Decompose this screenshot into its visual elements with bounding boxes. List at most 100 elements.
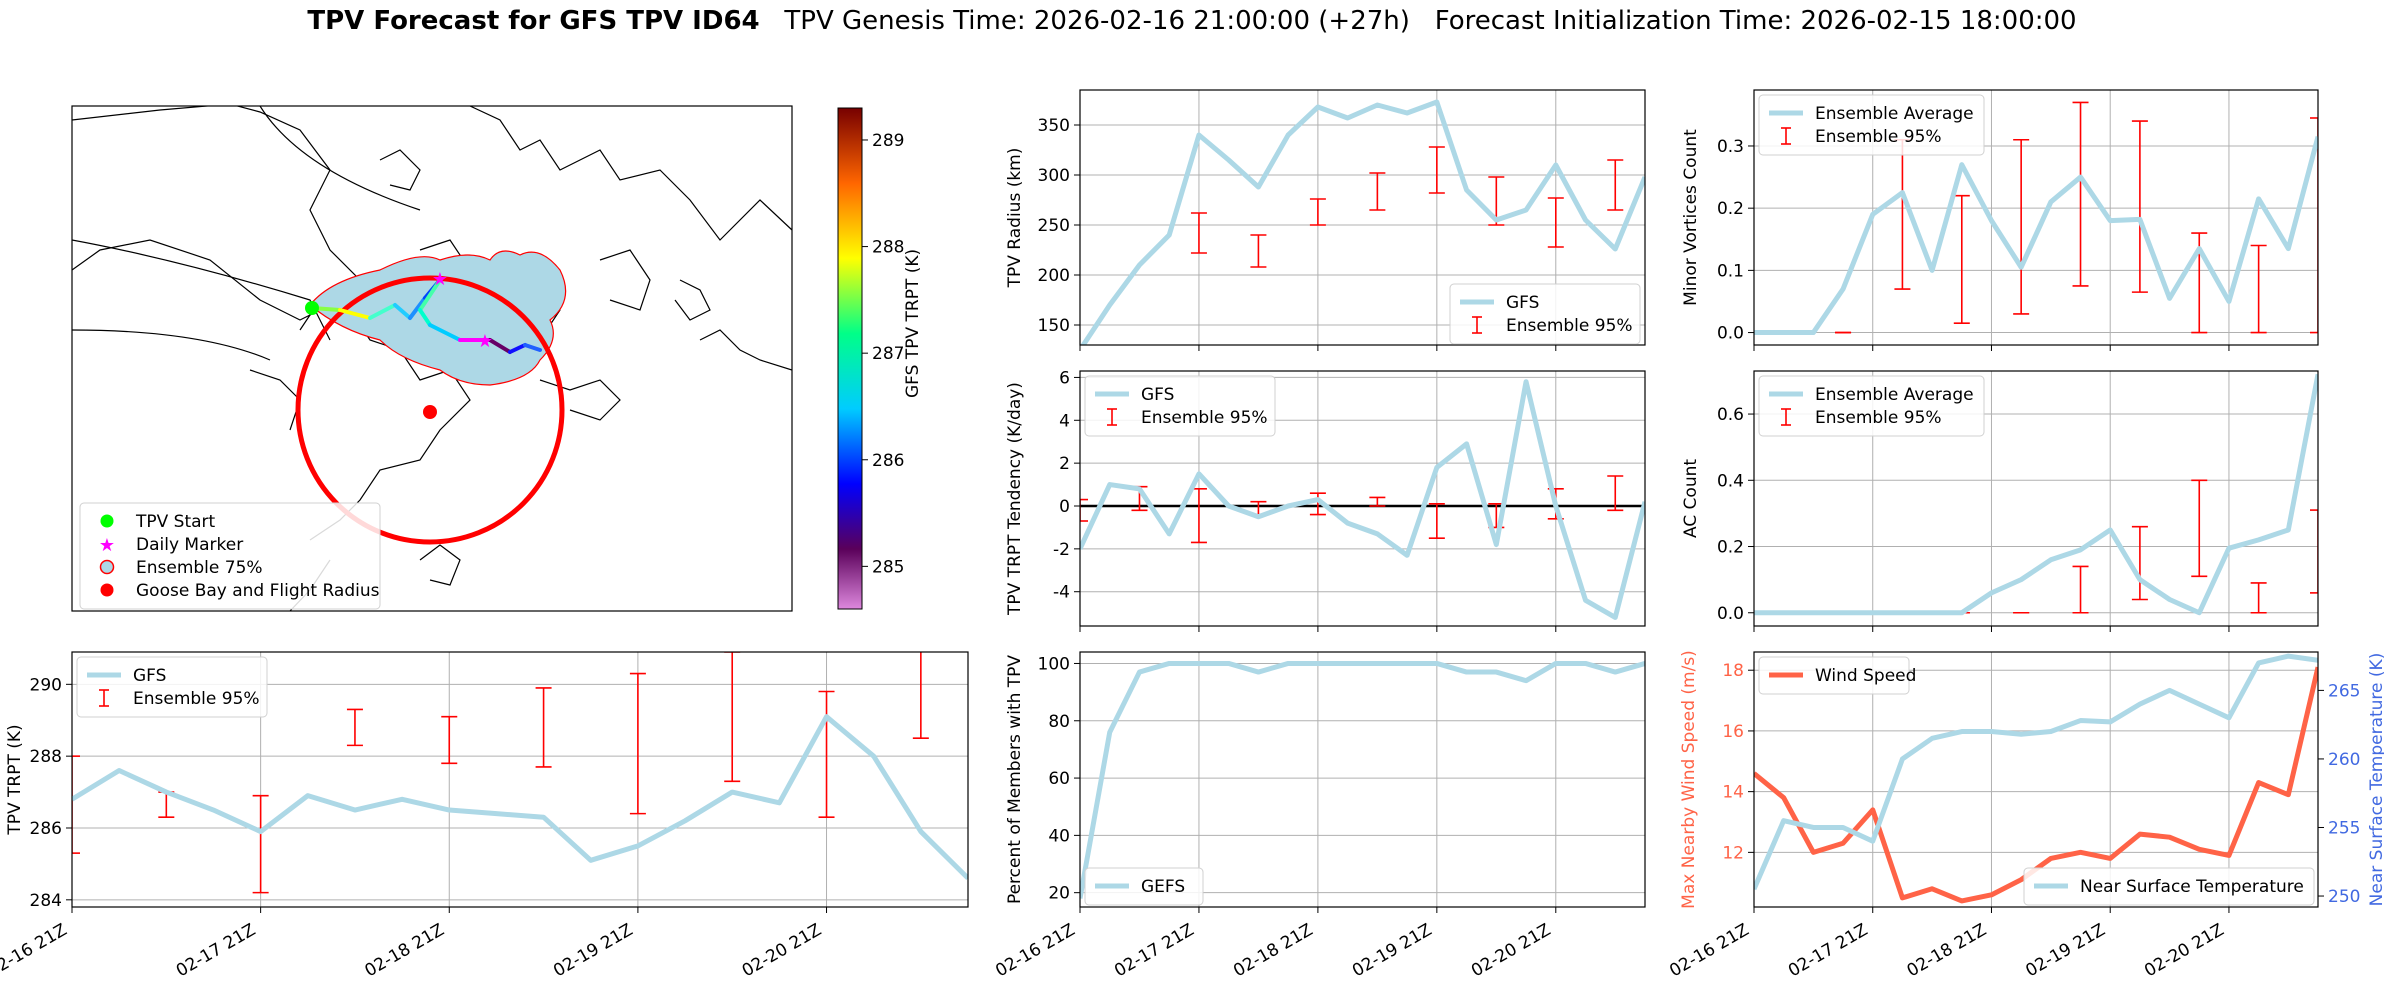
- border-line: [259, 106, 421, 211]
- title-bold: TPV Forecast for GFS TPV ID64: [307, 6, 760, 36]
- panel-wind: 02-16 21Z 02-17 21Z 02-18 21Z 02-19 21Z 02-2…: [1666, 650, 2384, 981]
- legend-minor: Ensemble Average Ensemble 95%: [1758, 94, 1985, 156]
- track-segment: [508, 343, 527, 354]
- legend-box: [1084, 867, 1204, 906]
- title-rest: TPV Genesis Time: 2026-02-16 21:00:00 (+…: [759, 6, 2077, 36]
- y-tick-label: 80: [1048, 712, 1070, 732]
- y-tick-label: 0.0: [1717, 604, 1744, 624]
- panel-minor: 0.0 0.1 0.2 0.3 Minor Vortices Count: [1681, 89, 2319, 351]
- y-right-tick-label: 250: [2328, 887, 2360, 907]
- legend-wind: Wind Speed: [1758, 656, 1916, 695]
- legend-label: Ensemble 95%: [1506, 316, 1633, 336]
- y-tick-label: -4: [1053, 583, 1070, 603]
- legend-label: GFS: [133, 666, 166, 686]
- map-panel: ★ ★ 289 288 287 286 285 GFS TPV TRPT (K): [71, 105, 923, 612]
- y-tick-label: 286: [30, 819, 62, 839]
- track-segment: [418, 308, 432, 327]
- track-segment: [428, 323, 462, 342]
- y-tick-label: 200: [1038, 266, 1070, 286]
- legend-map: TPV Start ★ Daily Marker Ensemble 75% Goose …: [79, 502, 381, 610]
- legend-dot-handle: [100, 514, 114, 528]
- legend-box: [1758, 656, 1910, 695]
- border-line: [72, 239, 331, 341]
- y-tick-label: 0.0: [1717, 324, 1744, 344]
- y-tick-label: 0.6: [1717, 405, 1744, 425]
- y-tick-label: 250: [1038, 216, 1070, 236]
- coastline: [379, 149, 421, 191]
- y-tick-label: -2: [1053, 540, 1070, 560]
- y-tick-label: 300: [1038, 166, 1070, 186]
- y-tick-label: 14: [1722, 783, 1744, 803]
- y-axis-label: TPV TRPT (K): [5, 724, 25, 835]
- axes-frame: [1079, 370, 1646, 627]
- ensemble-75-region: [309, 250, 567, 386]
- daily-marker: ★: [477, 331, 493, 352]
- plot-area: [1080, 99, 1645, 345]
- coastline: [249, 369, 301, 431]
- legend-star-handle: ★: [99, 535, 115, 556]
- plot-area: [1754, 101, 2318, 336]
- legend-dot-handle: [100, 583, 114, 597]
- x-tick-label: 02-20 21Z: [739, 920, 825, 981]
- series-line-gefs: [1080, 660, 1645, 899]
- legend-trpt: GFS Ensemble 95%: [76, 656, 268, 718]
- x-tick-label: 02-18 21Z: [361, 920, 447, 981]
- legend-label: Ensemble Average: [1815, 104, 1974, 124]
- x-tick-label: 02-17 21Z: [173, 920, 259, 981]
- y-axis-label: AC Count: [1681, 459, 1701, 538]
- coastline: [599, 249, 651, 311]
- series-line-gfs: [72, 714, 968, 881]
- y-tick-label: 0.2: [1717, 199, 1744, 219]
- y-tick-label: 0.4: [1717, 471, 1744, 491]
- legend-box: [1449, 283, 1641, 345]
- track-segment: [523, 343, 542, 352]
- y-tick-label: 100: [1038, 654, 1070, 674]
- panel-ac: 0.0 0.2 0.4 0.6 AC Count: [1681, 370, 2319, 632]
- y-tick-label: 0.2: [1717, 538, 1744, 558]
- colorbar-tick-label: 288: [872, 238, 904, 258]
- plot-area: [1080, 660, 1645, 899]
- y-tick-label: 60: [1048, 769, 1070, 789]
- axes-frame: [1753, 651, 2319, 908]
- track-segment: [368, 303, 397, 320]
- y-tick-label: 350: [1038, 116, 1070, 136]
- daily-marker: ★: [432, 269, 448, 290]
- legend-temp: Near Surface Temperature: [2023, 867, 2315, 906]
- legend-tendency: GFS Ensemble 95%: [1084, 375, 1276, 437]
- y-tick-label: 290: [30, 675, 62, 695]
- x-tick-label: 02-19 21Z: [1349, 920, 1435, 981]
- plot-area: [1754, 373, 2318, 616]
- x-tick-label: 02-17 21Z: [1785, 920, 1871, 981]
- panel-radius: 150 200 250 300 350 TPV Radius (km): [1005, 89, 1646, 351]
- x-tick-label: 02-16 21Z: [992, 920, 1078, 981]
- plot-area: [72, 652, 968, 894]
- plot-area: [1080, 379, 1645, 620]
- legend-ac: Ensemble Average Ensemble 95%: [1758, 375, 1985, 437]
- track-segment: [408, 296, 427, 320]
- legend-box: [79, 502, 381, 610]
- y-tick-label: 4: [1059, 411, 1070, 431]
- border-line: [72, 329, 271, 361]
- legend-dot-handle: [99, 559, 115, 575]
- y-tick-label: 284: [30, 891, 62, 911]
- x-tick-label: 02-19 21Z: [550, 920, 636, 981]
- y-tick-label: 18: [1722, 661, 1744, 681]
- y-right-tick-label: 255: [2328, 818, 2360, 838]
- y-tick-label: 6: [1059, 368, 1070, 388]
- y-tick-label: 0.1: [1717, 261, 1744, 281]
- figure-title: TPV Forecast for GFS TPV ID64 TPV Genesi…: [0, 6, 2384, 36]
- legend-label: Wind Speed: [1815, 666, 1916, 686]
- x-tick-label: 02-18 21Z: [1230, 920, 1316, 981]
- legend-label: Ensemble 75%: [136, 558, 263, 578]
- coastline: [674, 279, 711, 321]
- coastline: [419, 544, 461, 586]
- map-frame: [71, 105, 793, 612]
- coastline: [699, 329, 792, 371]
- legend-box: [1758, 94, 1985, 156]
- legend-box: [2023, 867, 2315, 906]
- panel-tendency: -4 -2 0 2 4 6 TPV TRPT Tendency (K/day): [1005, 368, 1646, 632]
- coastline: [469, 106, 792, 241]
- legend-label: Goose Bay and Flight Radius: [136, 581, 380, 601]
- y-right-tick-label: 260: [2328, 750, 2360, 770]
- track-segment: [488, 338, 512, 354]
